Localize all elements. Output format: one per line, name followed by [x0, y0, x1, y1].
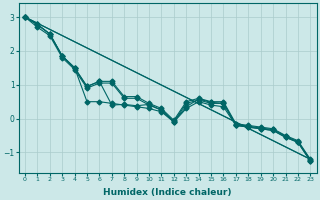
X-axis label: Humidex (Indice chaleur): Humidex (Indice chaleur) — [103, 188, 232, 197]
